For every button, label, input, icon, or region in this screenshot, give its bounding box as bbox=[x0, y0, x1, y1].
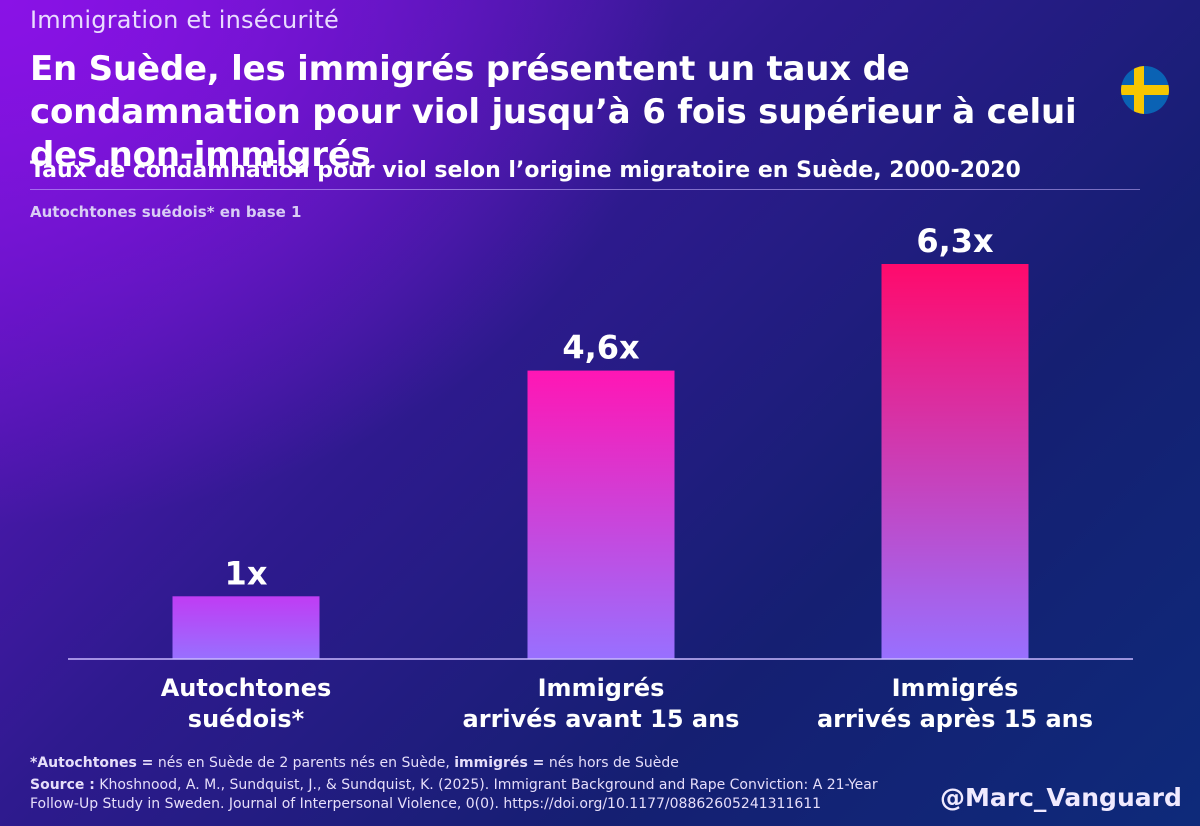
category-label-2: Immigrés arrivés avant 15 ans bbox=[451, 673, 751, 735]
category-label-3: Immigrés arrivés après 15 ans bbox=[805, 673, 1105, 735]
category-label-line: Autochtones bbox=[160, 674, 332, 702]
bar-value-label-1: 1x bbox=[225, 554, 268, 592]
footnote-definition-immigres: nés hors de Suède bbox=[544, 755, 679, 771]
sweden-flag-icon bbox=[1121, 66, 1169, 114]
source-label: Source : bbox=[30, 777, 95, 793]
category-label-line: suédois* bbox=[187, 705, 305, 733]
bar-value-label-3: 6,3x bbox=[916, 222, 994, 260]
category-label-line: arrivés avant 15 ans bbox=[462, 705, 740, 733]
chart-title: Taux de condamnation pour viol selon l’o… bbox=[30, 158, 1021, 183]
source-citation: Source : Khoshnood, A. M., Sundquist, J.… bbox=[30, 776, 910, 814]
bar-2 bbox=[527, 370, 675, 659]
author-handle: @Marc_Vanguard bbox=[940, 783, 1182, 812]
footnote-term-autochtones: *Autochtones = bbox=[30, 755, 154, 771]
footnote: *Autochtones = nés en Suède de 2 parents… bbox=[30, 755, 679, 771]
chart-headline: En Suède, les immigrés présentent un tau… bbox=[30, 49, 1077, 175]
bar-value-label-2: 4,6x bbox=[562, 329, 640, 367]
title-divider bbox=[30, 189, 1140, 190]
footnote-term-immigres: immigrés = bbox=[454, 755, 545, 771]
bar-1 bbox=[172, 596, 320, 659]
footnote-definition-autochtones: nés en Suède de 2 parents nés en Suède, bbox=[153, 755, 455, 771]
y-axis-note: Autochtones suédois* en base 1 bbox=[30, 203, 302, 221]
category-label-line: Immigrés bbox=[891, 674, 1019, 702]
category-label-line: arrivés après 15 ans bbox=[816, 705, 1094, 733]
bar-3 bbox=[881, 264, 1029, 659]
category-label-1: Autochtones suédois* bbox=[96, 673, 396, 735]
category-label-line: Immigrés bbox=[537, 674, 665, 702]
chart-kicker: Immigration et insécurité bbox=[30, 6, 339, 34]
source-text: Khoshnood, A. M., Sundquist, J., & Sundq… bbox=[30, 777, 878, 812]
